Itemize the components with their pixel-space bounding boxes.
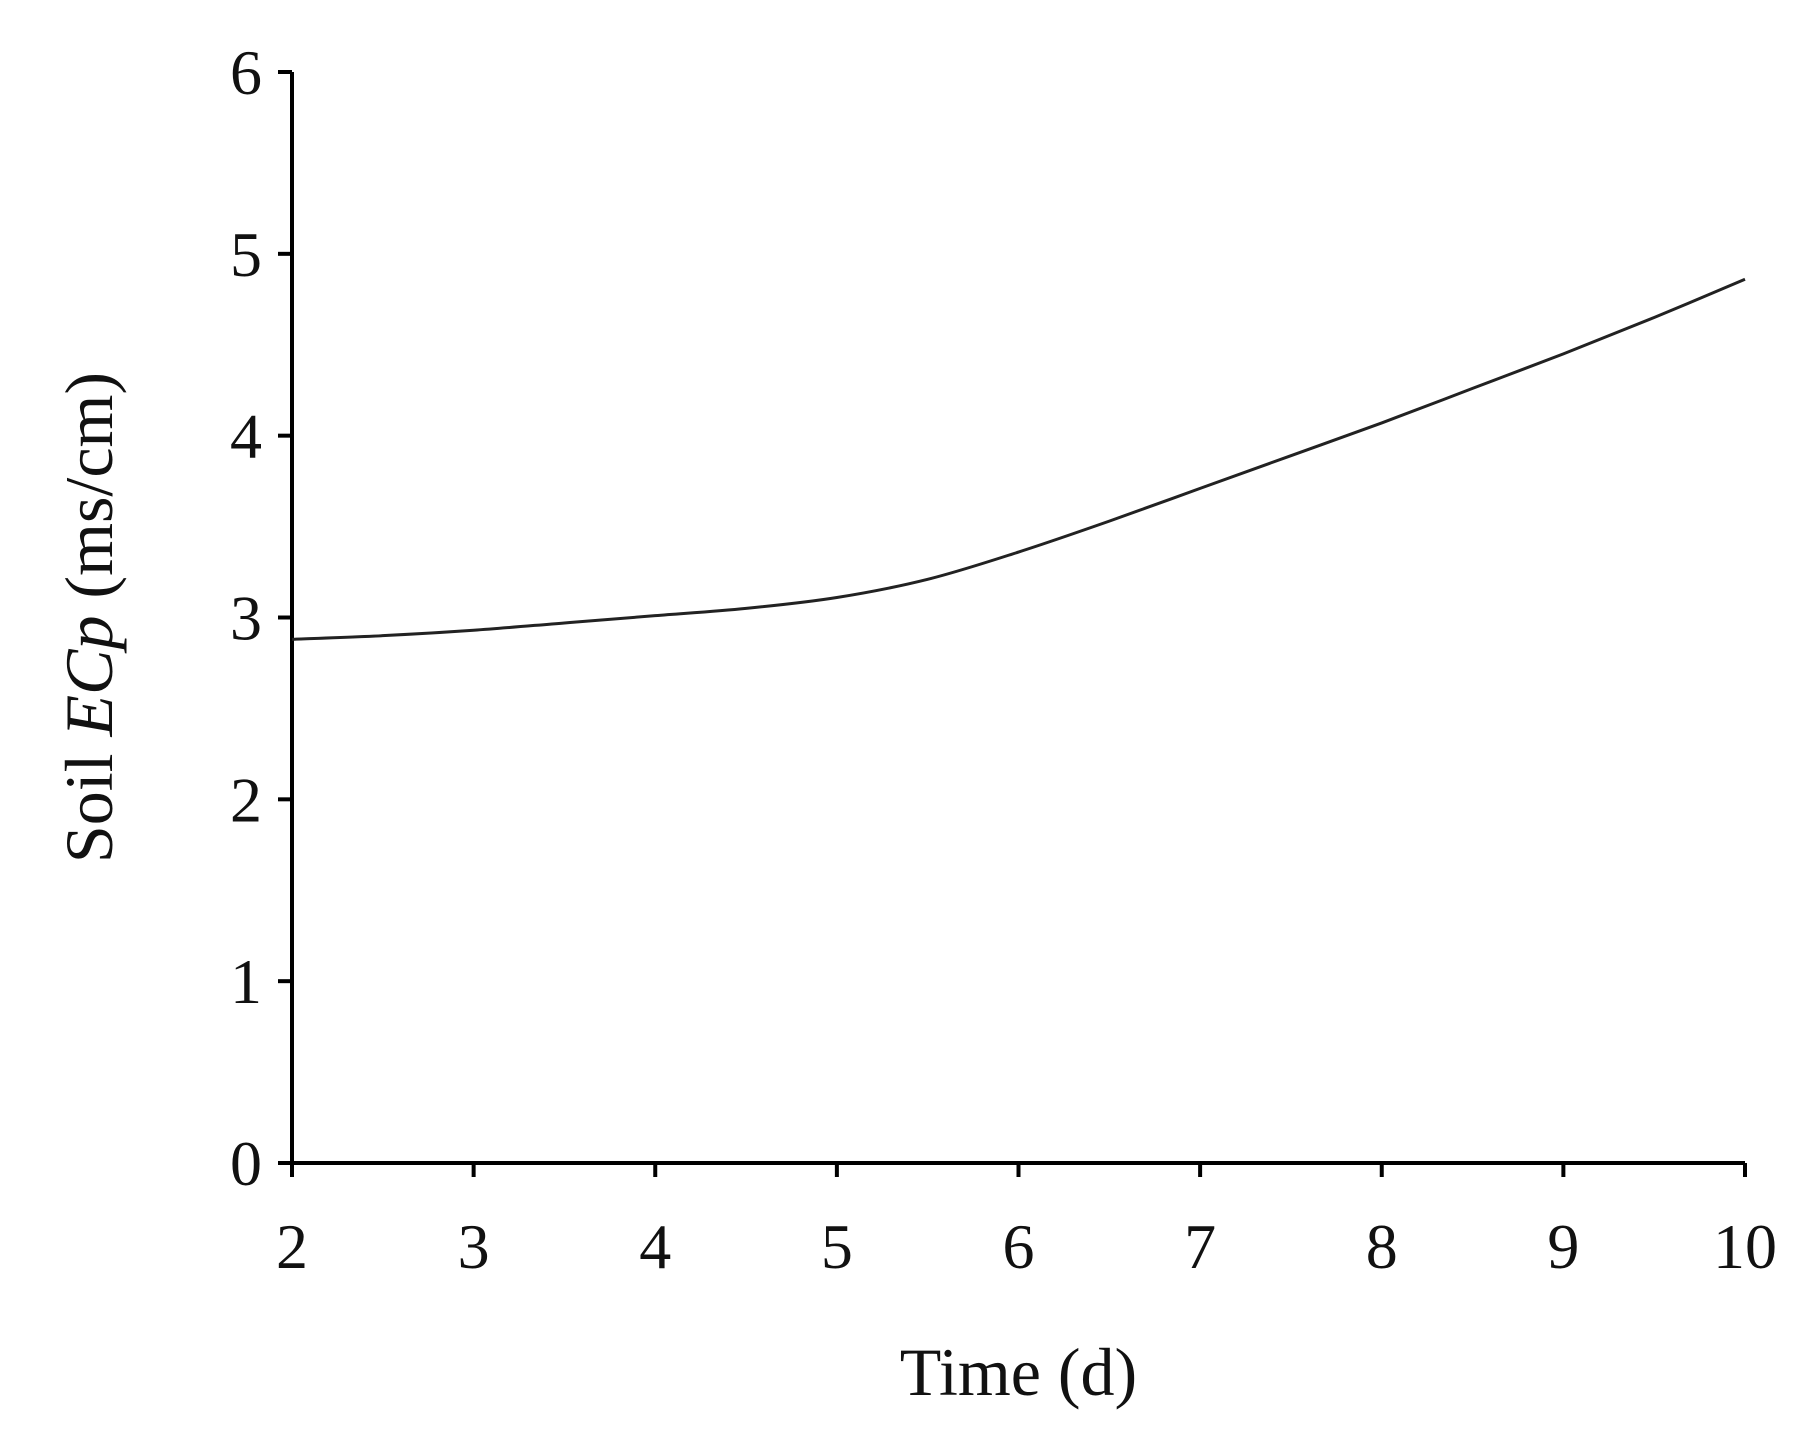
y-tick-label: 0 — [230, 1128, 262, 1199]
x-tick-label: 4 — [639, 1211, 671, 1282]
x-tick-label: 7 — [1184, 1211, 1216, 1282]
y-axis-ticks: 0 1 2 3 4 5 6 — [230, 37, 292, 1199]
y-tick-label: 5 — [230, 219, 262, 290]
x-tick-label: 3 — [458, 1211, 490, 1282]
x-tick-label: 10 — [1713, 1211, 1777, 1282]
y-tick-label: 3 — [230, 583, 262, 654]
x-tick-label: 9 — [1547, 1211, 1579, 1282]
y-axis-title: Soil ECp (ms/cm) — [51, 372, 127, 863]
x-tick-label: 6 — [1003, 1211, 1035, 1282]
x-axis-title: Time (d) — [900, 1334, 1137, 1410]
series-layer — [291, 277, 1746, 641]
axes — [290, 72, 1745, 1165]
y-tick-label: 2 — [230, 764, 262, 835]
x-tick-label: 2 — [276, 1211, 308, 1282]
series-line — [291, 277, 1746, 641]
x-tick-label: 5 — [821, 1211, 853, 1282]
y-axis-title-prefix: Soil — [51, 736, 127, 863]
y-tick-label: 6 — [230, 37, 262, 108]
y-axis-title-italic: ECp — [51, 616, 127, 738]
x-tick-label: 8 — [1366, 1211, 1398, 1282]
y-tick-label: 1 — [230, 946, 262, 1017]
x-axis-ticks: 2 3 4 5 6 7 8 9 10 — [276, 1163, 1777, 1282]
y-axis-title-suffix: (ms/cm) — [51, 372, 127, 616]
y-tick-label: 4 — [230, 401, 262, 472]
